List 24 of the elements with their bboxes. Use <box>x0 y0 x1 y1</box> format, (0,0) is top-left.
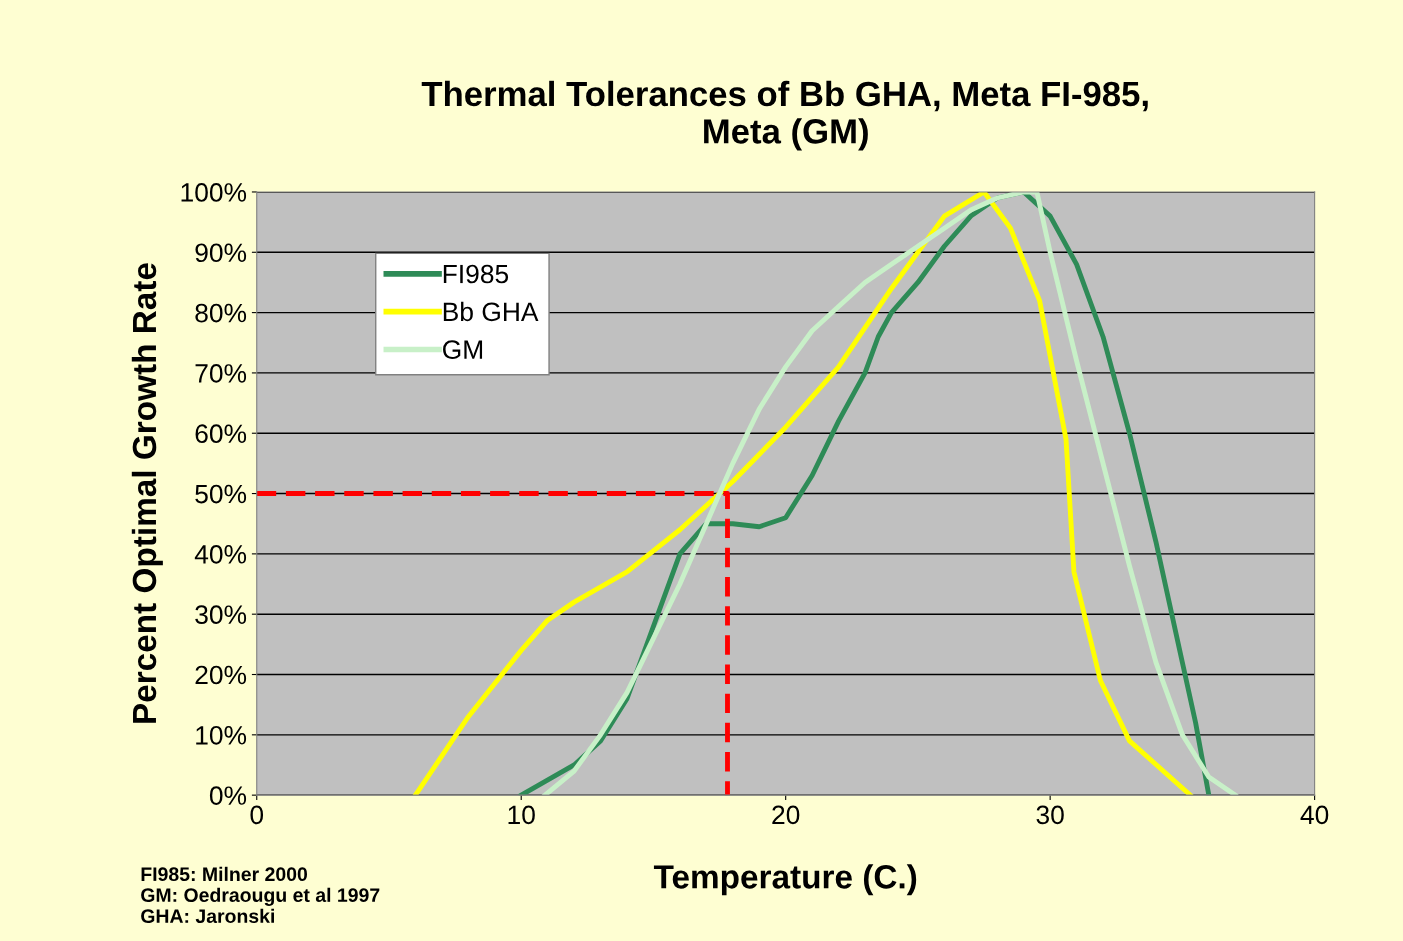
text: FI985: Milner 2000 GM: Oedraougu et al 1997 GHA: Jaronski <box>141 866 380 924</box>
x-tick-label: 40 <box>1300 805 1329 825</box>
y-tick-label: 40% <box>194 545 247 564</box>
y-tick-label: 50% <box>195 484 247 504</box>
y-tick-label: 0% <box>209 786 247 805</box>
legend-label: GM <box>443 340 483 359</box>
legend-label: Bb GHA <box>443 301 539 322</box>
y-tick-label: 80% <box>195 303 247 323</box>
y-axis-title: Percent Optimal Growth Rate <box>131 263 163 723</box>
legend-label: FI985 <box>443 264 509 284</box>
y-tick-label: 20% <box>195 665 247 685</box>
line-series <box>413 191 1193 796</box>
y-tick-label: 70% <box>195 364 247 383</box>
x-tick-label: 30 <box>1036 805 1064 825</box>
y-tick-label: 30% <box>195 605 247 625</box>
y-tick-label: 60% <box>195 424 247 444</box>
chart-title: Thermal Tolerances of Bb GHA, Meta FI-985, Meta (GM) <box>421 80 1148 151</box>
x-axis-title: Temperature (C.) <box>653 864 917 896</box>
x-tick-label: 0 <box>250 805 264 825</box>
x-tick-label: 10 <box>508 805 535 825</box>
y-tick-label: 90% <box>195 243 247 263</box>
y-tick-label: 10% <box>196 725 247 745</box>
x-tick-label: 20 <box>772 805 800 825</box>
y-tick-label: 100% <box>181 183 247 202</box>
